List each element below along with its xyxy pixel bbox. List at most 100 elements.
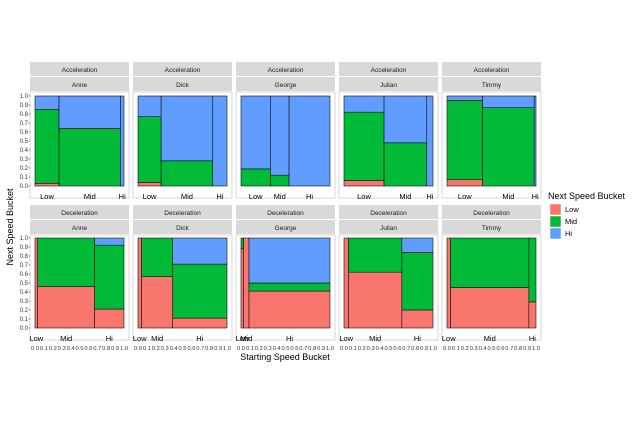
- x-tick-label: 0.2: [358, 346, 366, 352]
- strip-top-label: Acceleration: [62, 67, 98, 74]
- mosaic-tile-mid-low: [348, 271, 403, 329]
- strip-name-bg: [133, 77, 232, 91]
- mosaic-tile-hi-mid: [248, 282, 331, 292]
- mosaic-tile-mid-mid: [270, 174, 290, 187]
- column-label: Low: [143, 192, 157, 201]
- mosaic-tile-hi-mid: [528, 237, 537, 303]
- mosaic-tile-low-hi: [137, 95, 162, 118]
- strip-name-label: George: [275, 225, 297, 232]
- x-tick-label: 0.6: [496, 346, 504, 352]
- strip-top-bg: [236, 205, 335, 219]
- x-tick-label: 0.6: [187, 346, 195, 352]
- mosaic-tile-mid-low: [243, 237, 250, 329]
- mosaic-tile-hi-low: [172, 317, 228, 329]
- y-tick-label: 0.9: [20, 103, 29, 109]
- y-tick-label: 0.8: [20, 112, 29, 118]
- y-tick-label: 0.2: [20, 166, 29, 172]
- strip-top-bg: [236, 62, 335, 76]
- strip-name-bg: [442, 220, 541, 234]
- mosaic-tile-hi-low: [248, 290, 331, 329]
- mosaic-tile-low-low: [137, 237, 142, 329]
- column-label: Hi: [216, 192, 223, 201]
- column-label: Mid: [60, 334, 72, 343]
- y-tick-label: 0.3: [20, 299, 29, 305]
- strip-top-bg: [442, 62, 541, 76]
- mosaic-tile-low-mid: [137, 116, 162, 183]
- x-tick-label: 0.3: [470, 346, 478, 352]
- strip-name-bg: [30, 77, 129, 91]
- column-label: Mid: [181, 192, 193, 201]
- x-tick-label: 0.2: [49, 346, 57, 352]
- x-tick-label: 0.1: [40, 346, 48, 352]
- mosaic-tile-low-mid: [240, 237, 244, 250]
- legend-label-low: Low: [565, 205, 579, 214]
- legend-title: Next Speed Bucket: [548, 191, 626, 201]
- x-tick-label: 0.7: [299, 346, 307, 352]
- x-tick-label: 0.4: [376, 346, 385, 352]
- y-tick-label: 0.6: [20, 130, 29, 136]
- strip-name-bg: [442, 77, 541, 91]
- mosaic-tile-hi-hi: [288, 95, 331, 187]
- mosaic-tile-low-low: [34, 183, 60, 187]
- x-tick-label: 0.5: [281, 346, 289, 352]
- x-tick-label: 1.0: [120, 346, 128, 352]
- x-tick-label: 0.9: [317, 346, 325, 352]
- y-tick-label: 1.0: [20, 236, 29, 242]
- strip-top-bg: [339, 62, 438, 76]
- x-tick-label: 0.0: [443, 346, 451, 352]
- x-tick-label: 0.0: [31, 346, 39, 352]
- column-label: Low: [235, 334, 249, 343]
- strip-name-bg: [236, 77, 335, 91]
- mosaic-tile-hi-hi: [533, 95, 537, 187]
- strip-name-label: Dick: [176, 225, 189, 232]
- x-tick-label: 0.3: [58, 346, 66, 352]
- mosaic-tile-mid-low: [450, 287, 530, 329]
- mosaic-tile-hi-low: [401, 309, 434, 329]
- column-label: Hi: [414, 334, 421, 343]
- column-label: Hi: [532, 192, 539, 201]
- column-label: Low: [458, 192, 472, 201]
- mosaic-tile-mid-low: [141, 276, 174, 329]
- mosaic-tile-hi-mid: [172, 263, 228, 319]
- column-label: Low: [357, 192, 371, 201]
- mosaic-tile-hi-low: [528, 301, 537, 329]
- column-label: Hi: [426, 192, 433, 201]
- mosaic-tile-mid-low: [37, 286, 95, 329]
- strip-name-label: Julian: [380, 225, 397, 232]
- mosaic-tile-hi-hi: [401, 237, 434, 253]
- panel-acceleration-george: Acceleration George Low Mid Hi: [235, 62, 336, 201]
- y-tick-label: 0.8: [20, 254, 29, 260]
- mosaic-tile-low-hi: [240, 95, 271, 170]
- y-tick-label: 0.0: [20, 184, 29, 190]
- panel-deceleration-timmy: Deceleration Timmy Low Mid Hi 0.0 0.1 0.2 0.3 0.4…: [441, 205, 542, 352]
- mosaic-tile-low-low: [240, 248, 244, 329]
- x-tick-label: 0.2: [255, 346, 263, 352]
- mosaic-tile-hi-mid: [401, 252, 434, 311]
- x-tick-label: 0.7: [402, 346, 410, 352]
- x-tick-label: 0.7: [196, 346, 204, 352]
- strip-top-label: Deceleration: [61, 210, 98, 217]
- x-tick-label: 0.6: [393, 346, 401, 352]
- x-tick-label: 0.5: [384, 346, 392, 352]
- y-tick-label: 0.1: [20, 317, 29, 323]
- x-tick-label: 0.6: [290, 346, 298, 352]
- mosaic-tile-low-low: [137, 182, 162, 187]
- y-tick-label: 0.3: [20, 157, 29, 163]
- strip-name-label: Anne: [72, 225, 88, 232]
- strip-top-bg: [442, 205, 541, 219]
- x-tick-label: 1.0: [429, 346, 437, 352]
- x-tick-label: 0.1: [246, 346, 254, 352]
- y-axis-title: Next Speed Bucket: [5, 188, 15, 266]
- x-tick-label: 0.4: [170, 346, 179, 352]
- column-label: Low: [249, 192, 263, 201]
- y-tick-label: 0.1: [20, 175, 29, 181]
- y-tick-label: 0.7: [20, 121, 29, 127]
- column-label: Mid: [151, 334, 163, 343]
- column-label: Hi: [286, 334, 293, 343]
- strip-name-label: Julian: [380, 82, 397, 89]
- x-tick-label: 0.1: [143, 346, 151, 352]
